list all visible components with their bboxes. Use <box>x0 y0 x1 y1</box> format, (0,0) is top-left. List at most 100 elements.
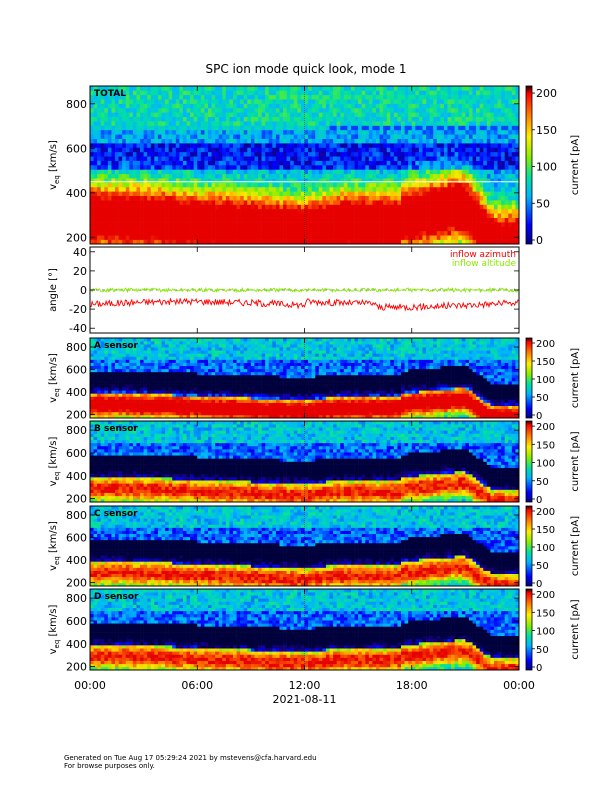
heatmap-cell <box>387 152 391 157</box>
heatmap-cell <box>440 196 444 201</box>
heatmap-cell <box>108 369 112 372</box>
heatmap-cell <box>344 95 348 100</box>
heatmap-cell <box>111 152 115 157</box>
heatmap-cell <box>376 139 380 144</box>
heatmap-cell <box>505 156 509 161</box>
heatmap-cell <box>362 235 366 240</box>
heatmap-cell <box>111 231 115 236</box>
heatmap-cell <box>333 108 337 113</box>
heatmap-cell <box>162 387 166 390</box>
heatmap-cell <box>408 130 412 135</box>
heatmap-cell <box>333 112 337 117</box>
heatmap-cell <box>237 134 241 139</box>
heatmap-cell <box>197 112 201 117</box>
heatmap-cell <box>151 381 155 384</box>
heatmap-cell <box>222 99 226 104</box>
heatmap-cell <box>344 226 348 231</box>
heatmap-cell <box>265 213 269 218</box>
heatmap-cell <box>426 147 430 152</box>
heatmap-cell <box>97 356 101 359</box>
heatmap-cell <box>147 378 151 381</box>
heatmap-cell <box>244 90 248 95</box>
heatmap-cell <box>465 112 469 117</box>
heatmap-cell <box>169 363 173 366</box>
heatmap-cell <box>494 222 498 227</box>
heatmap-cell <box>330 134 334 139</box>
heatmap-cell <box>347 90 351 95</box>
heatmap-cell <box>115 406 119 409</box>
heatmap-cell <box>104 360 108 363</box>
heatmap-cell <box>212 218 216 223</box>
heatmap-cell <box>351 235 355 240</box>
heatmap-cell <box>369 112 373 117</box>
heatmap-cell <box>390 104 394 109</box>
heatmap-cell <box>476 152 480 157</box>
heatmap-cell <box>490 161 494 166</box>
heatmap-cell <box>340 95 344 100</box>
heatmap-cell <box>297 161 301 166</box>
heatmap-cell <box>183 205 187 210</box>
heatmap-cell <box>276 126 280 131</box>
heatmap-cell <box>115 372 119 375</box>
heatmap-cell <box>158 99 162 104</box>
heatmap-cell <box>279 209 283 214</box>
heatmap-cell <box>133 366 137 369</box>
y-tick-label: 40 <box>73 246 87 259</box>
heatmap-cell <box>344 90 348 95</box>
heatmap-cell <box>412 126 416 131</box>
heatmap-cell <box>490 226 494 231</box>
heatmap-cell <box>111 209 115 214</box>
heatmap-cell <box>104 134 108 139</box>
heatmap-cell <box>183 161 187 166</box>
heatmap-cell <box>394 169 398 174</box>
heatmap-cell <box>383 218 387 223</box>
heatmap-cell <box>212 143 216 148</box>
heatmap-cell <box>340 147 344 152</box>
heatmap-cell <box>194 231 198 236</box>
heatmap-cell <box>269 169 273 174</box>
heatmap-cell <box>215 152 219 157</box>
heatmap-cell <box>415 86 419 91</box>
heatmap-cell <box>440 235 444 240</box>
heatmap-cell <box>104 409 108 412</box>
heatmap-cell <box>162 366 166 369</box>
heatmap-cell <box>287 139 291 144</box>
heatmap-cell <box>380 95 384 100</box>
heatmap-cell <box>254 143 258 148</box>
heatmap-cell <box>476 200 480 205</box>
heatmap-cell <box>490 235 494 240</box>
heatmap-cell <box>176 143 180 148</box>
heatmap-cell <box>204 169 208 174</box>
heatmap-cell <box>108 196 112 201</box>
heatmap-cell <box>387 218 391 223</box>
heatmap-cell <box>487 152 491 157</box>
heatmap-cell <box>408 134 412 139</box>
heatmap-cell <box>294 130 298 135</box>
heatmap-cell <box>430 191 434 196</box>
heatmap-cell <box>172 165 176 170</box>
heatmap-cell <box>312 112 316 117</box>
heatmap-cell <box>158 130 162 135</box>
heatmap-cell <box>262 117 266 122</box>
heatmap-cell <box>498 174 502 179</box>
heatmap-cell <box>158 347 162 350</box>
heatmap-cell <box>251 99 255 104</box>
heatmap-cell <box>204 156 208 161</box>
heatmap-cell <box>458 226 462 231</box>
heatmap-cell <box>322 86 326 91</box>
heatmap-cell <box>422 104 426 109</box>
heatmap-cell <box>287 95 291 100</box>
heatmap-cell <box>122 152 126 157</box>
heatmap-cell <box>498 156 502 161</box>
heatmap-cell <box>251 130 255 135</box>
heatmap-cell <box>197 200 201 205</box>
heatmap-cell <box>344 209 348 214</box>
heatmap-cell <box>383 95 387 100</box>
heatmap-cell <box>154 121 158 126</box>
heatmap-cell <box>512 183 516 188</box>
heatmap-cell <box>272 121 276 126</box>
heatmap-cell <box>119 205 123 210</box>
heatmap-cell <box>448 108 452 113</box>
heatmap-cell <box>308 231 312 236</box>
heatmap-cell <box>187 183 191 188</box>
